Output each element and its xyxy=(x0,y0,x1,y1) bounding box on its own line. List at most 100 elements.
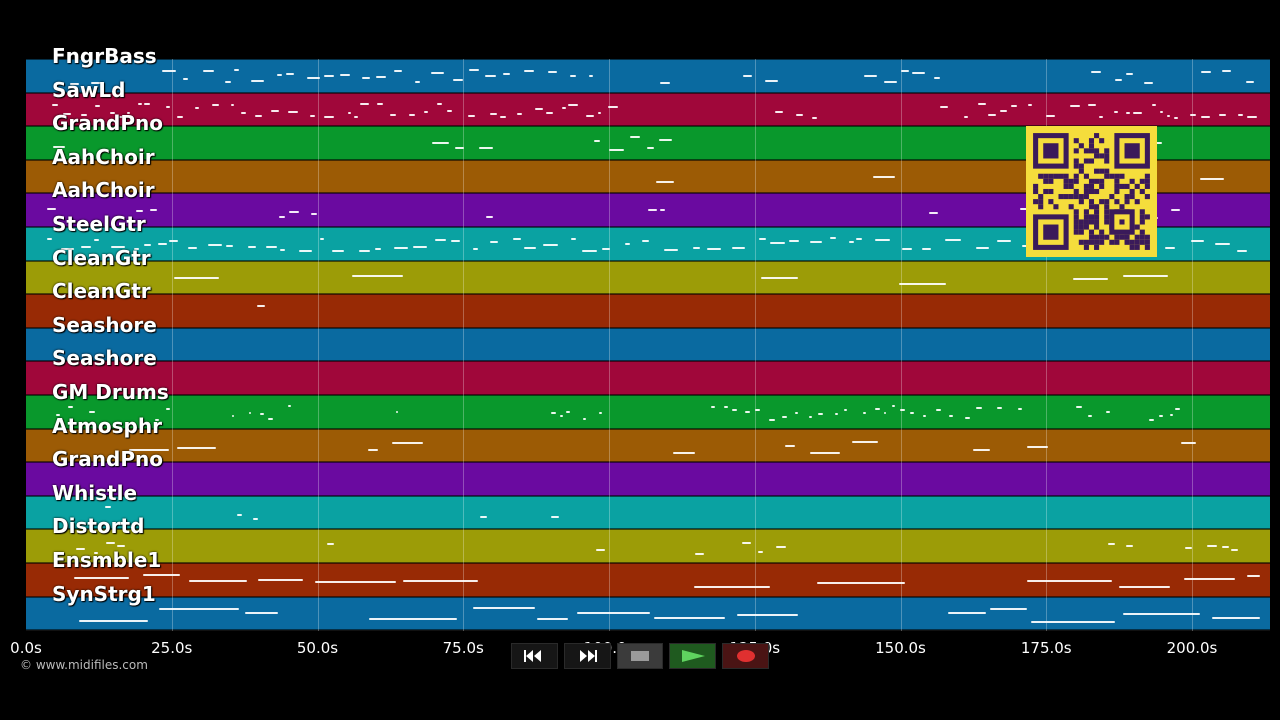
midi-note xyxy=(395,410,398,413)
midi-note xyxy=(1247,115,1258,118)
midi-note xyxy=(976,247,989,250)
track-lane[interactable] xyxy=(26,92,1270,127)
midi-note xyxy=(244,612,279,615)
midi-note xyxy=(999,110,1008,113)
midi-note xyxy=(182,78,188,81)
midi-note xyxy=(69,82,80,85)
track-lane[interactable] xyxy=(26,495,1270,530)
track-label: Seashore xyxy=(52,312,157,337)
midi-note xyxy=(1221,69,1232,72)
midi-note xyxy=(1027,579,1112,582)
grid-line xyxy=(1192,59,1193,631)
midi-note xyxy=(251,80,264,83)
fast-forward-icon xyxy=(580,650,598,662)
midi-note xyxy=(548,71,557,74)
midi-note xyxy=(1175,408,1181,411)
track-lane[interactable] xyxy=(26,59,1270,93)
midi-note xyxy=(434,238,447,241)
track-label: SynStrg1 xyxy=(52,581,156,606)
track-lane[interactable] xyxy=(26,260,1270,295)
midi-note xyxy=(280,249,285,252)
track-lane[interactable] xyxy=(26,361,1270,395)
fast-forward-button[interactable] xyxy=(563,643,611,669)
midi-note xyxy=(320,238,325,241)
midi-note xyxy=(1123,612,1201,615)
midi-note xyxy=(899,408,905,411)
track-lane[interactable] xyxy=(26,294,1270,328)
midi-note xyxy=(1143,82,1154,85)
midi-note xyxy=(1199,178,1225,181)
midi-note xyxy=(455,146,465,149)
midi-note xyxy=(484,75,497,78)
midi-note xyxy=(237,513,242,516)
midi-note xyxy=(624,242,630,245)
midi-note xyxy=(570,237,576,240)
midi-note xyxy=(390,113,397,116)
track-lane[interactable] xyxy=(26,428,1270,463)
midi-note xyxy=(856,237,862,240)
midi-note xyxy=(1219,114,1227,117)
midi-note xyxy=(168,239,179,242)
midi-note xyxy=(589,74,594,77)
track-lane[interactable] xyxy=(26,327,1270,362)
qr-code-graphic xyxy=(1028,128,1155,255)
stop-button[interactable] xyxy=(616,643,664,669)
midi-note xyxy=(352,274,403,277)
midi-note xyxy=(711,405,716,408)
rewind-icon xyxy=(524,650,542,662)
track-lane[interactable] xyxy=(26,563,1270,597)
midi-note xyxy=(74,576,130,579)
track-lane[interactable] xyxy=(26,395,1270,429)
midi-note xyxy=(1222,545,1230,548)
midi-note xyxy=(922,247,931,250)
midi-note xyxy=(368,617,457,620)
midi-note xyxy=(1148,418,1154,421)
midi-note xyxy=(310,212,317,215)
midi-note xyxy=(910,412,915,415)
record-button[interactable] xyxy=(722,643,769,669)
midi-note xyxy=(1018,407,1023,410)
midi-note xyxy=(150,208,157,211)
midi-note xyxy=(299,249,312,252)
midi-note xyxy=(144,243,151,246)
midi-note xyxy=(1171,209,1180,212)
midi-note xyxy=(202,69,214,72)
midi-note xyxy=(1200,71,1212,74)
midi-note xyxy=(977,103,986,106)
midi-note xyxy=(883,81,897,84)
track-lane[interactable] xyxy=(26,529,1270,563)
midi-note xyxy=(155,418,159,421)
rewind-button[interactable] xyxy=(511,643,558,669)
midi-note xyxy=(1170,414,1173,417)
midi-note xyxy=(707,247,722,250)
midi-note xyxy=(912,72,925,75)
time-tick-label: 75.0s xyxy=(442,639,484,657)
midi-note xyxy=(326,542,335,545)
midi-note xyxy=(359,103,369,106)
midi-note xyxy=(851,440,878,443)
grid-line xyxy=(754,59,756,631)
midi-note xyxy=(536,618,569,621)
midi-note xyxy=(47,208,56,211)
play-button[interactable] xyxy=(669,643,717,669)
midi-note xyxy=(945,238,961,241)
midi-note xyxy=(964,416,970,419)
midi-note xyxy=(660,209,665,212)
record-icon xyxy=(736,650,755,662)
midi-note xyxy=(1181,441,1197,444)
midi-note xyxy=(489,112,497,115)
midi-note xyxy=(81,245,92,248)
track-label: Whistle xyxy=(52,480,138,505)
midi-note xyxy=(176,116,184,119)
midi-note xyxy=(285,73,294,76)
midi-note xyxy=(1046,114,1056,117)
midi-note xyxy=(165,105,170,108)
midi-note xyxy=(934,77,941,80)
midi-note xyxy=(594,139,601,142)
midi-note xyxy=(818,412,823,415)
midi-note xyxy=(1190,240,1205,243)
midi-note xyxy=(195,106,200,109)
track-lane[interactable] xyxy=(26,462,1270,496)
midi-note xyxy=(795,412,799,415)
midi-note xyxy=(732,246,746,249)
